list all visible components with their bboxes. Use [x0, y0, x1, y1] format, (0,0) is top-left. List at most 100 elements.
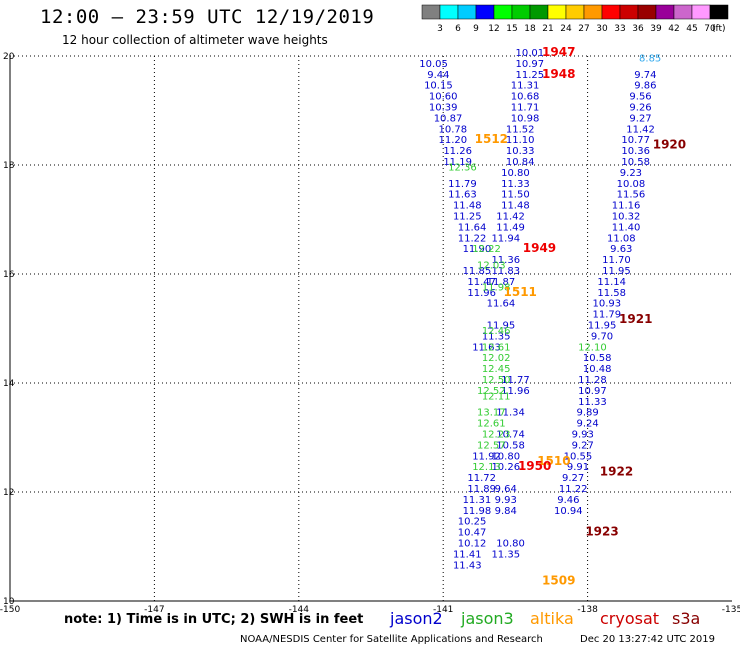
- scale-swatch: [547, 4, 567, 20]
- data-point-jason2: 11.72: [467, 473, 496, 484]
- data-point-jason2: 11.42: [626, 124, 655, 135]
- data-point-jason2: 11.31: [511, 81, 540, 92]
- data-point-jason2: 11.64: [487, 299, 516, 310]
- data-point-jason2: 11.71: [511, 103, 540, 114]
- scale-swatch: [475, 4, 495, 20]
- data-point-jason2: 11.77: [501, 375, 530, 386]
- data-point-jason2: 10.80: [501, 168, 530, 179]
- data-point-jason2: 9.64: [495, 484, 517, 495]
- data-point-jason2: 9.27: [572, 440, 594, 451]
- data-point-s3a: 1921: [619, 312, 652, 326]
- data-point-jason2: 11.63: [472, 342, 501, 353]
- data-point-jason2: 10.68: [511, 92, 540, 103]
- data-point-jason2: 11.79: [448, 179, 477, 190]
- data-point-jason2: 9.27: [562, 473, 584, 484]
- data-point-jason2: 10.77: [621, 135, 650, 146]
- data-point-jason2: 10.84: [506, 157, 535, 168]
- footer-timestamp: Dec 20 13:27:42 UTC 2019: [580, 634, 715, 645]
- data-point-jason2: 9.93: [572, 430, 594, 441]
- footer-credit: NOAA/NESDIS Center for Satellite Applica…: [240, 634, 543, 645]
- data-point-jason2: 11.25: [516, 70, 545, 81]
- y-tick-label: 18: [3, 161, 15, 171]
- data-point-jason2: 10.74: [496, 430, 525, 441]
- scale-label: 42: [668, 24, 679, 34]
- data-point-jason2: 11.43: [453, 560, 482, 571]
- scale-swatch: [421, 4, 441, 20]
- data-point-jason2: 9.23: [620, 168, 642, 179]
- data-point-jason2: 11.33: [501, 179, 530, 190]
- data-point-jason3: 11.98: [482, 282, 511, 293]
- data-point-jason3: 12.11: [482, 391, 511, 402]
- data-point-jason2: 11.42: [496, 212, 525, 223]
- data-point-jason3: 12.50: [482, 375, 511, 386]
- data-point-jason2: 11.64: [458, 222, 487, 233]
- data-point-jason2: 9.93: [495, 495, 517, 506]
- data-point-jason2: 11.33: [578, 397, 607, 408]
- y-tick-label: 14: [3, 379, 15, 389]
- data-point-jason2: 9.91: [567, 462, 589, 473]
- data-point-jason2: 11.79: [593, 310, 622, 321]
- data-point-jason2: 11.26: [443, 146, 472, 157]
- data-point-jason2: 11.87: [487, 277, 516, 288]
- data-point-jason2: 11.36: [491, 255, 520, 266]
- data-point-jason2: 10.32: [612, 212, 641, 223]
- scale-swatch: [565, 4, 585, 20]
- data-point-jason3: 12.57: [477, 440, 506, 451]
- legend-jason3: jason3: [461, 609, 514, 628]
- data-point-jason2: 11.95: [487, 321, 516, 332]
- data-point-jason2: 9.84: [495, 506, 517, 517]
- data-point-jason2: 10.12: [458, 539, 487, 550]
- x-tick-label: -141: [433, 605, 453, 615]
- data-point-jason3: 12.45: [482, 364, 511, 375]
- data-point-cryosat: 1947: [542, 45, 575, 59]
- data-point-jason3: 12.13: [472, 462, 501, 473]
- data-point-jason2: 10.26: [491, 462, 520, 473]
- data-point-jason2: 11.35: [482, 331, 511, 342]
- scale-label: 6: [455, 24, 461, 34]
- data-point-jason3: 12.46: [482, 326, 511, 337]
- data-point-jason2: 11.49: [496, 222, 525, 233]
- scale-label: 24: [560, 24, 572, 34]
- scale-label: 3: [437, 24, 443, 34]
- data-point-jason2: 11.70: [602, 255, 631, 266]
- scale-swatch: [691, 4, 711, 20]
- data-point-jason2: 11.50: [501, 190, 530, 201]
- data-point-jason2: 11.34: [496, 408, 525, 419]
- chart-subtitle: 12 hour collection of altimeter wave hei…: [62, 33, 328, 47]
- scale-swatch: [637, 4, 657, 20]
- data-point-jason2: 11.90: [463, 244, 492, 255]
- scale-label: 12: [488, 24, 499, 34]
- data-point-jason2: 11.48: [501, 201, 530, 212]
- data-point-jason2: 10.98: [511, 113, 540, 124]
- data-point-jason2: 11.83: [491, 266, 520, 277]
- data-point-jason2: 10.15: [424, 81, 453, 92]
- data-point-jason2: 11.14: [597, 277, 626, 288]
- data-point-jason2: 10.80: [491, 451, 520, 462]
- data-point-s3a: 1920: [653, 138, 686, 152]
- data-point-jason2_light: 8.85: [639, 53, 661, 64]
- data-point-jason2: 11.41: [453, 549, 482, 560]
- data-point-jason2: 10.97: [516, 59, 545, 70]
- data-point-jason2: 9.24: [576, 419, 598, 430]
- data-point-cryosat: 1948: [542, 67, 575, 81]
- x-tick-label: -147: [144, 605, 164, 615]
- data-point-jason3: 12.61: [482, 342, 511, 353]
- data-point-jason2: 10.01: [516, 48, 545, 59]
- data-point-jason2: 9.86: [634, 81, 656, 92]
- data-point-altika: 1512: [475, 132, 508, 146]
- data-point-jason2: 9.26: [629, 103, 651, 114]
- data-point-jason2: 11.22: [458, 233, 487, 244]
- data-point-jason3: 12.23: [482, 430, 511, 441]
- data-point-altika: 1509: [542, 574, 575, 588]
- data-point-jason2: 9.89: [576, 408, 598, 419]
- data-point-jason2: 11.22: [559, 484, 588, 495]
- scale-label: 27: [578, 24, 589, 34]
- data-point-jason2: 11.63: [448, 190, 477, 201]
- scale-swatch: [619, 4, 639, 20]
- data-point-jason2: 10.58: [583, 353, 612, 364]
- data-point-jason2: 11.95: [602, 266, 631, 277]
- data-point-jason2: 11.35: [491, 549, 520, 560]
- legend-s3a: s3a: [672, 609, 701, 628]
- data-point-cryosat: 1949: [523, 241, 556, 255]
- data-point-jason2: 11.95: [588, 321, 617, 332]
